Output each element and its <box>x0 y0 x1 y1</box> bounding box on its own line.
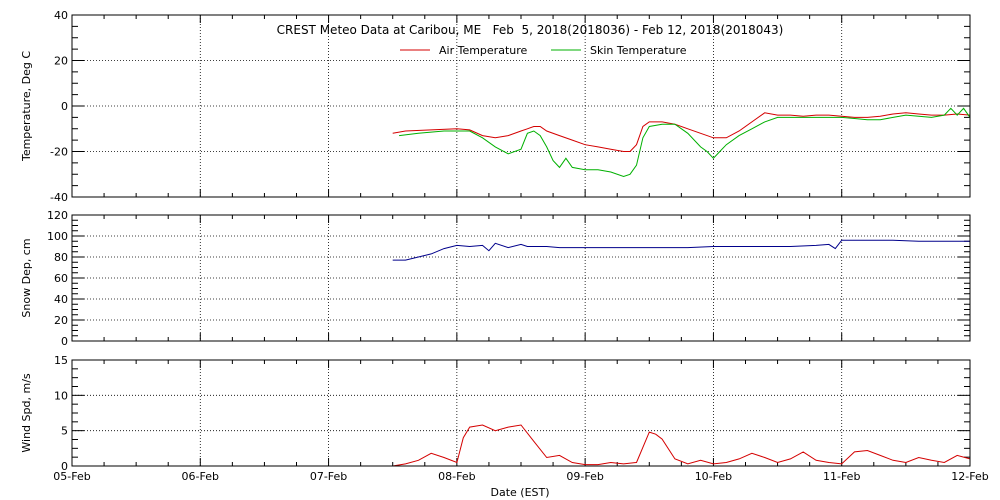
y-tick-label: 120 <box>47 209 68 222</box>
x-tick-label: 08-Feb <box>438 470 475 483</box>
x-tick-label: 11-Feb <box>823 470 860 483</box>
y-tick-label: 15 <box>54 354 68 367</box>
y-tick-label: -40 <box>50 191 68 204</box>
y-tick-label: 10 <box>54 389 68 402</box>
chart-title: CREST Meteo Data at Caribou, ME Feb 5, 2… <box>277 23 784 37</box>
y-tick-label: 40 <box>54 9 68 22</box>
x-tick-label: 10-Feb <box>695 470 732 483</box>
y-tick-label: 60 <box>54 272 68 285</box>
x-tick-label: 05-Feb <box>53 470 90 483</box>
series-line-temp-1 <box>399 107 971 178</box>
legend: Air Temperature Skin Temperature <box>400 44 687 57</box>
y-tick-label: 100 <box>47 230 68 243</box>
y-axis-label: Wind Spd, m/s <box>20 373 33 453</box>
y-axis-label: Temperature, Deg C <box>20 51 33 162</box>
x-tick-label: 06-Feb <box>182 470 219 483</box>
wind-panel: 0 5 10 15 Wind Spd, m/s <box>20 354 971 473</box>
y-tick-label: 0 <box>61 335 68 348</box>
x-tick-label: 09-Feb <box>566 470 603 483</box>
plot-frame <box>71 359 971 467</box>
series-line-snow-0 <box>392 239 970 261</box>
y-tick-label: 80 <box>54 251 68 264</box>
temp-panel: -40 -20 0 20 40 Temperature, Deg C <box>20 9 971 204</box>
y-tick-label: 5 <box>61 425 68 438</box>
x-tick-label: 12-Feb <box>951 470 988 483</box>
y-tick-label: 20 <box>54 55 68 68</box>
x-axis-label: Date (EST) <box>490 486 549 499</box>
plot-frame <box>71 214 971 342</box>
y-axis-label: Snow Dep, cm <box>20 238 33 317</box>
plot-frame <box>71 14 971 198</box>
legend-label-air: Air Temperature <box>439 44 528 57</box>
snow-panel: 0 20 40 60 80 100 120 Snow Dep, cm <box>20 209 971 348</box>
series-line-temp-0 <box>392 112 971 152</box>
y-tick-label: 0 <box>61 100 68 113</box>
series-line-wind-0 <box>392 424 971 467</box>
y-tick-label: -20 <box>50 146 68 159</box>
y-tick-label: 40 <box>54 293 68 306</box>
y-tick-label: 0 <box>61 460 68 473</box>
legend-label-skin: Skin Temperature <box>590 44 687 57</box>
y-tick-label: 20 <box>54 314 68 327</box>
x-tick-label: 07-Feb <box>310 470 347 483</box>
